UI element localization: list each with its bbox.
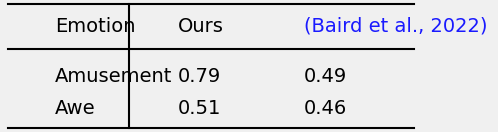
Text: Emotion: Emotion xyxy=(55,17,135,36)
Text: Ours: Ours xyxy=(177,17,223,36)
Text: 0.79: 0.79 xyxy=(177,67,221,86)
Text: 0.51: 0.51 xyxy=(177,99,221,118)
Text: 0.46: 0.46 xyxy=(304,99,348,118)
Text: Awe: Awe xyxy=(55,99,96,118)
Text: (Baird et al., 2022): (Baird et al., 2022) xyxy=(304,17,488,36)
Text: Amusement: Amusement xyxy=(55,67,172,86)
Text: 0.49: 0.49 xyxy=(304,67,348,86)
